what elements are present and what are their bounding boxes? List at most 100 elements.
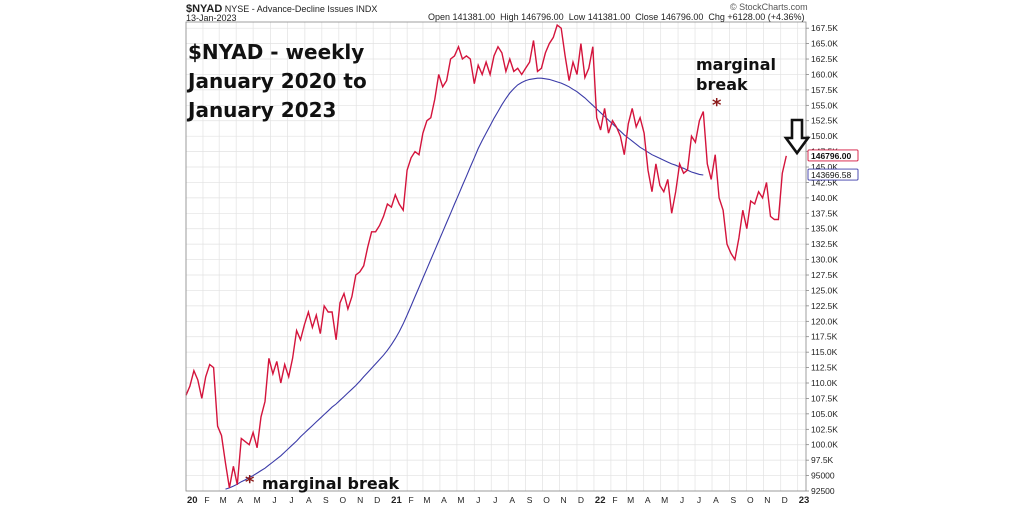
x-tick-label: O xyxy=(340,495,347,505)
y-tick-label: 145.0K xyxy=(811,162,838,172)
star-marker-bottom: * xyxy=(245,472,255,493)
x-tick-label: N xyxy=(764,495,770,505)
y-tick-label: 152.5K xyxy=(811,116,838,126)
y-tick-label: 122.5K xyxy=(811,301,838,311)
x-tick-label: 21 xyxy=(391,495,402,506)
plot-border xyxy=(185,21,807,492)
ma-value-badge-text: 143696.58 xyxy=(811,170,851,180)
change-label: Chg xyxy=(708,12,725,22)
x-tick-label: 22 xyxy=(595,495,606,506)
y-tick-label: 117.5K xyxy=(811,332,838,342)
x-tick-label: D xyxy=(374,495,380,505)
x-tick-label: N xyxy=(561,495,567,505)
x-tick-label: F xyxy=(409,495,414,505)
ohlc-line: Open 141381.00 High 146796.00 Low 141381… xyxy=(428,12,804,22)
y-tick-label: 140.0K xyxy=(811,193,838,203)
symbol-line: $NYAD NYSE - Advance-Decline Issues INDX xyxy=(186,3,377,15)
chart-date: 13-Jan-2023 xyxy=(186,13,237,23)
y-tick-label: 150.0K xyxy=(811,131,838,141)
y-tick-label: 105.0K xyxy=(811,409,838,419)
x-tick-label: F xyxy=(204,495,209,505)
down-arrow-icon xyxy=(783,118,811,156)
x-tick-label: M xyxy=(457,495,464,505)
moving-average-line xyxy=(225,77,704,490)
x-tick-label: A xyxy=(645,495,651,505)
y-tick-label: 155.0K xyxy=(811,100,838,110)
x-tick-label: A xyxy=(713,495,719,505)
x-tick-label: J xyxy=(476,495,480,505)
x-tick-label: O xyxy=(747,495,754,505)
annotation-marginal-break-top: marginal break xyxy=(696,55,776,94)
y-tick-label: 95000 xyxy=(811,471,835,481)
x-tick-label: A xyxy=(237,495,243,505)
x-tick-label: N xyxy=(357,495,363,505)
y-tick-label: 110.0K xyxy=(811,378,838,388)
x-tick-label: D xyxy=(782,495,788,505)
y-tick-label: 127.5K xyxy=(811,270,838,280)
x-tick-label: A xyxy=(306,495,312,505)
star-marker-top: * xyxy=(712,95,722,116)
x-tick-label: M xyxy=(423,495,430,505)
last-price-badge-box xyxy=(807,149,859,162)
y-tick-label: 160.0K xyxy=(811,69,838,79)
y-tick-label: 125.0K xyxy=(811,285,838,295)
grid-lines xyxy=(185,22,806,492)
brand-watermark: © StockCharts.com xyxy=(730,2,808,12)
close-label: Close xyxy=(635,12,659,22)
x-tick-label: M xyxy=(661,495,668,505)
x-tick-label: J xyxy=(680,495,684,505)
price-line xyxy=(185,23,787,489)
x-tick-label: A xyxy=(509,495,515,505)
y-tick-label: 112.5K xyxy=(811,363,838,373)
x-tick-label: J xyxy=(697,495,701,505)
open-value: 141381.00 xyxy=(452,12,496,22)
open-label: Open xyxy=(428,12,451,22)
x-tick-label: J xyxy=(493,495,497,505)
low-label: Low xyxy=(568,12,586,22)
x-axis-ticks: 20 F M A M J J A S O N D 21 F M A M J J A S O N D 22 F M A M J J A S O N D 2… xyxy=(187,495,809,506)
y-tick-label: 120.0K xyxy=(811,316,838,326)
x-tick-label: M xyxy=(220,495,227,505)
symbol-description: NYSE - Advance-Decline Issues xyxy=(224,4,354,14)
y-tick-label: 130.0K xyxy=(811,255,838,265)
ma-value-badge-box xyxy=(807,168,859,181)
x-tick-label: F xyxy=(612,495,617,505)
high-value: 146796.00 xyxy=(521,12,564,22)
value-badges: 146796.00 143696.58 xyxy=(807,149,859,181)
y-tick-label: 165.0K xyxy=(811,39,838,49)
x-tick-label: J xyxy=(272,495,276,505)
y-tick-label: 97.5K xyxy=(811,455,834,465)
y-tick-label: 157.5K xyxy=(811,85,838,95)
annotation-marginal-break-bottom: marginal break xyxy=(262,474,400,493)
x-tick-label: 23 xyxy=(799,495,810,506)
y-tick-label: 100.0K xyxy=(811,440,838,450)
x-tick-label: M xyxy=(254,495,261,505)
x-tick-label: D xyxy=(578,495,584,505)
symbol: $NYAD xyxy=(186,3,223,15)
x-tick-label: A xyxy=(441,495,447,505)
x-tick-label: M xyxy=(627,495,634,505)
y-tick-label: 115.0K xyxy=(811,347,838,357)
chart-annotation-title: $NYAD - weekly January 2020 to January 2… xyxy=(188,40,367,122)
last-price-badge-text: 146796.00 xyxy=(811,151,851,161)
x-tick-label: S xyxy=(323,495,329,505)
y-tick-label: 167.5K xyxy=(811,23,838,33)
y-axis-ticks: 92500 95000 97.5K 100.0K 102.5K 105.0K 107.5K 1… xyxy=(806,23,838,496)
x-tick-label: O xyxy=(543,495,550,505)
y-tick-label: 142.5K xyxy=(811,177,838,187)
change-value: +6128.00 (+4.36%) xyxy=(727,12,805,22)
y-tick-label: 162.5K xyxy=(811,54,838,64)
symbol-exchange: INDX xyxy=(355,4,378,14)
y-tick-label: 137.5K xyxy=(811,208,838,218)
y-tick-label: 107.5K xyxy=(811,393,838,403)
high-label: High xyxy=(500,12,519,22)
low-value: 141381.00 xyxy=(587,12,631,22)
x-tick-label: 20 xyxy=(187,495,198,506)
y-tick-label: 102.5K xyxy=(811,424,838,434)
y-tick-label: 132.5K xyxy=(811,239,838,249)
x-tick-label: J xyxy=(289,495,293,505)
x-tick-label: S xyxy=(527,495,533,505)
y-tick-label: 135.0K xyxy=(811,224,838,234)
y-tick-label: 92500 xyxy=(811,486,835,496)
